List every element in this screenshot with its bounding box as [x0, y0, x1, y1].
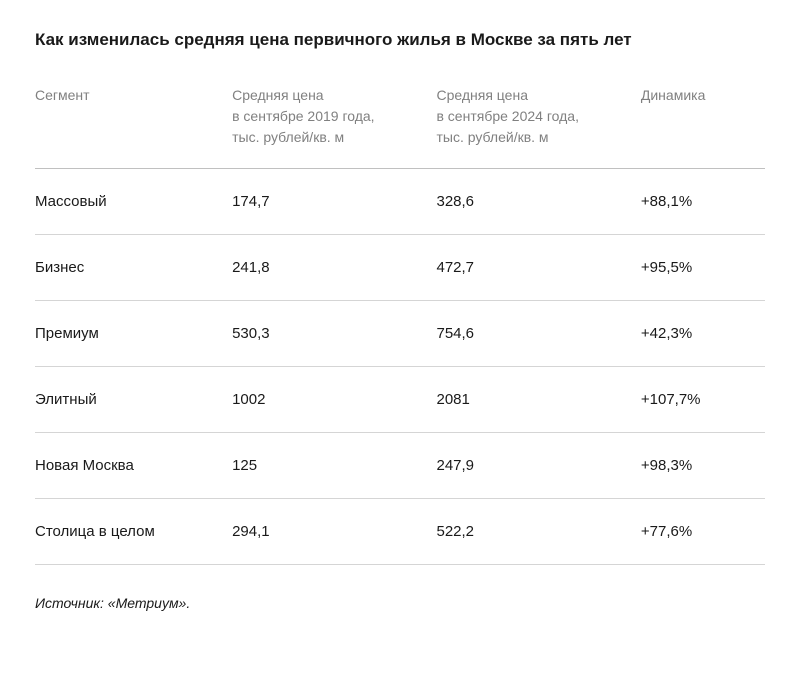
table-row: Новая Москва 125 247,9 +98,3%	[35, 433, 765, 499]
cell-segment: Элитный	[35, 367, 232, 433]
price-table: Сегмент Средняя ценав сентябре 2019 года…	[35, 85, 765, 565]
cell-price2019: 174,7	[232, 169, 436, 235]
table-header-row: Сегмент Средняя ценав сентябре 2019 года…	[35, 85, 765, 168]
table-row: Элитный 1002 2081 +107,7%	[35, 367, 765, 433]
cell-change: +42,3%	[641, 301, 765, 367]
cell-change: +88,1%	[641, 169, 765, 235]
table-row: Столица в целом 294,1 522,2 +77,6%	[35, 499, 765, 565]
cell-change: +77,6%	[641, 499, 765, 565]
cell-price2019: 125	[232, 433, 436, 499]
cell-segment: Бизнес	[35, 235, 232, 301]
cell-change: +107,7%	[641, 367, 765, 433]
cell-price2024: 472,7	[436, 235, 640, 301]
cell-segment: Массовый	[35, 169, 232, 235]
cell-segment: Столица в целом	[35, 499, 232, 565]
col-header-change: Динамика	[641, 85, 765, 168]
cell-price2019: 1002	[232, 367, 436, 433]
table-row: Премиум 530,3 754,6 +42,3%	[35, 301, 765, 367]
page-title: Как изменилась средняя цена первичного ж…	[35, 30, 765, 50]
cell-price2024: 2081	[436, 367, 640, 433]
source-attribution: Источник: «Метриум».	[35, 595, 765, 611]
col-header-segment: Сегмент	[35, 85, 232, 168]
cell-segment: Премиум	[35, 301, 232, 367]
cell-price2019: 294,1	[232, 499, 436, 565]
cell-price2024: 754,6	[436, 301, 640, 367]
cell-change: +98,3%	[641, 433, 765, 499]
col-header-price2019: Средняя ценав сентябре 2019 года,тыс. ру…	[232, 85, 436, 168]
cell-price2024: 328,6	[436, 169, 640, 235]
cell-change: +95,5%	[641, 235, 765, 301]
table-row: Массовый 174,7 328,6 +88,1%	[35, 169, 765, 235]
cell-price2024: 522,2	[436, 499, 640, 565]
cell-segment: Новая Москва	[35, 433, 232, 499]
cell-price2019: 530,3	[232, 301, 436, 367]
col-header-price2024: Средняя ценав сентябре 2024 года,тыс. ру…	[436, 85, 640, 168]
cell-price2019: 241,8	[232, 235, 436, 301]
cell-price2024: 247,9	[436, 433, 640, 499]
table-row: Бизнес 241,8 472,7 +95,5%	[35, 235, 765, 301]
table-body: Массовый 174,7 328,6 +88,1% Бизнес 241,8…	[35, 169, 765, 565]
